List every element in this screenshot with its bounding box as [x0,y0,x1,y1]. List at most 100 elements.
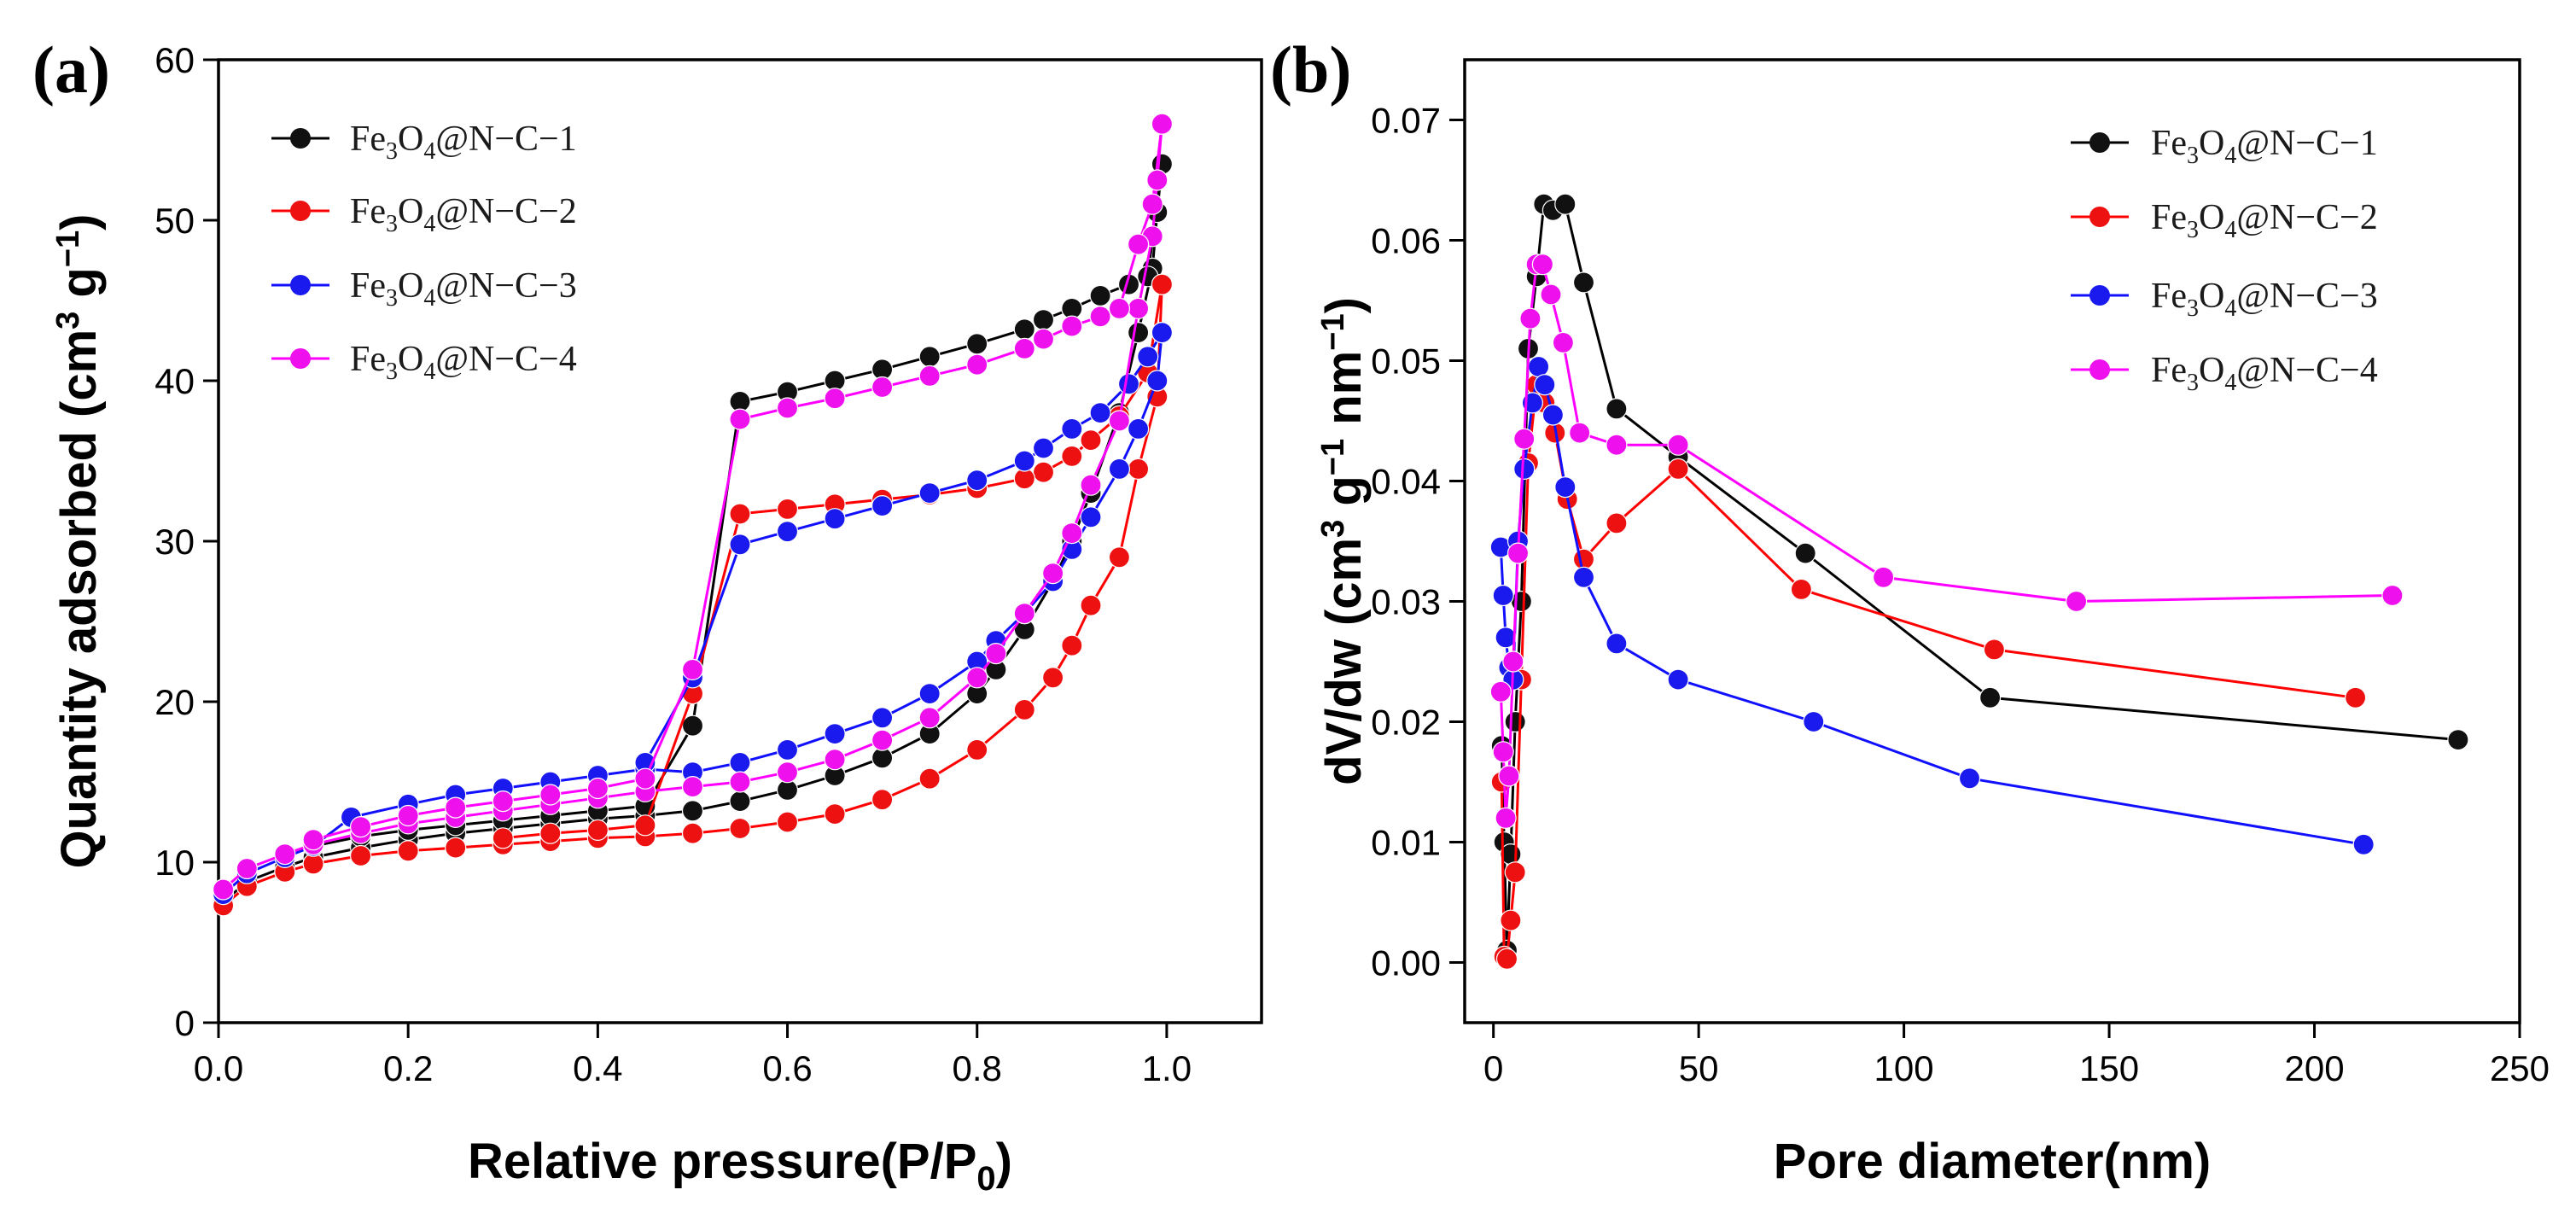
panel-a-series-3-adsorption-point-16 [918,682,941,705]
legend-b-label-3-part1: Fe [2151,277,2187,316]
legend-a-label-4-part3: @N−C−4 [435,340,576,379]
panel-a-series-2-adsorption-point-19 [1041,667,1064,689]
panel-a-y-axis-title: Quantity adsorbed (cm3 g−1) [50,214,107,869]
legend-a-label-3-part2: O [398,266,423,306]
panel-b-ytick-label-2: 0.02 [1371,703,1441,743]
svg-text:Fe3O4@N−C−3: Fe3O4@N−C−3 [2151,277,2378,322]
legend-a-label-3-part1: Fe [350,266,386,306]
panel-a-series-3-desorption-point-3 [1089,402,1111,424]
panel-b-series-2 [1490,374,2367,970]
panel-a-series-2-adsorption-point-6 [445,837,467,859]
legend-b-label-2-part2: O [2199,198,2224,237]
panel-b-series-3-curve-point-11 [1554,475,1576,499]
panel-a-series-4-adsorption-point-1 [236,857,258,880]
panel-a-series-3-desorption-point-5 [1032,437,1055,459]
legend-a-entry-3: Fe3O4@N−C−3 [271,266,577,312]
panel-a-series-3-adsorption-point-15 [871,707,894,729]
legend-b-label-2-part3: @N−C−2 [2236,198,2377,237]
panel-b-legend: Fe3O4@N−C−1 Fe3O4@N−C−2 Fe3O4@N−C−3 [2071,124,2378,396]
panel-b-series-1-curve-point-14 [1794,542,1816,564]
panel-a-series-3-desorption-point-0 [1151,322,1174,344]
panel-a-series-2-adsorption-point-23 [1127,458,1150,481]
panel-a-series-4-adsorption-point-23 [1108,410,1131,432]
panel-a-series-3-adsorption-point-23 [1108,458,1131,481]
legend-a-label-1-part3: @N−C−1 [435,120,576,159]
panel-a-series-3-desorption-point-9 [871,494,894,517]
panel-b-series-4-curve-point-10 [1540,283,1562,306]
legend-b-label-2-sub1: 3 [2187,217,2199,243]
panel-b-series-3-curve-point-10 [1542,404,1565,426]
legend-a-label-1-sub2: 4 [423,138,435,165]
legend-a-label-2-part3: @N−C−2 [435,192,576,231]
panel-a-series-4-desorption-point-11 [824,388,846,410]
panel-a-ytick-label-5: 50 [154,201,195,241]
panel-a-series-3-desorption-point-6 [1013,450,1035,472]
panel-a-series-4-adsorption-point-26 [1146,169,1169,191]
panel-a-series-3-desorption-point-10 [824,508,846,530]
panel-a-series-1-adsorption-point-11 [681,800,704,822]
panel-a-series-4-adsorption-point-15 [871,729,894,751]
panel-b-ylabel-mid: g [1316,475,1372,520]
panel-a-series-3-adsorption-point-14 [824,722,846,745]
panel-a-series-2-adsorption-point-11 [681,822,704,844]
panel-a-series-2-adsorption-point-21 [1080,594,1102,616]
panel-b-series-2-curve-point-14 [1790,578,1812,601]
panel-a-series-4-adsorption-point-2 [274,843,296,866]
panel-b-ylabel-close: ) [1316,297,1372,313]
panel-b-xtick-label-5: 250 [2490,1048,2550,1088]
panel-a-series-4-desorption-point-4 [1089,306,1111,328]
panel-a-series-4-adsorption-point-17 [966,667,988,689]
legend-b-entry-2: Fe3O4@N−C−2 [2071,198,2378,243]
panel-a-axis-ticks: 0.0 0.2 0.4 0.6 0.8 1.0 0 10 20 30 40 50 60 [154,40,1192,1088]
panel-b-series-4-curve-point-0 [1489,680,1512,703]
legend-b-entry-1: Fe3O4@N−C−1 [2071,124,2378,169]
panel-b-y-axis-title: dV/dw (cm3 g−1 nm−1) [1315,297,1372,785]
panel-a-xlabel-main: Relative pressure(P/P [468,1134,976,1189]
panel-a-series-4-desorption-point-19 [445,796,467,819]
panel-a-series-4-desorption-point-0 [1151,113,1174,135]
panel-a-series-4-desorption-point-3 [1108,297,1131,319]
panel-a-series-2-desorption-point-16 [539,822,562,844]
panel-a-series-4-adsorption-point-11 [681,775,704,798]
panel-a-series-1-desorption-point-7 [966,333,988,355]
panel-a-series-1-desorption-line [312,164,1163,848]
panel-a-series-2-desorption-point-11 [776,498,799,521]
legend-b-label-4-sub1: 3 [2187,370,2199,396]
panel-a-ytick-label-1: 10 [154,843,195,883]
panel-b-series-3-curve-point-9 [1534,374,1556,396]
legend-a-label-3-part3: @N−C−3 [435,266,576,306]
legend-a-marker-4 [290,348,311,369]
legend-b-label-3-sub2: 4 [2224,295,2236,322]
panel-a-series-3-adsorption-point-22 [1080,506,1102,528]
panel-b-xtick-label-4: 200 [2284,1048,2344,1088]
panel-b-series-4-curve-point-2 [1495,807,1517,829]
panel-b-series-3 [1489,355,2375,855]
panel-a-series-4-desorption-point-6 [1032,328,1055,350]
panel-b-xtick-label-0: 0 [1483,1048,1503,1088]
panel-a-series-2-desorption-point-12 [729,503,751,525]
legend-b-label-1-part1: Fe [2151,124,2187,163]
panel-b-ylabel-mid2: nm [1316,351,1372,439]
panel-b-series-2-curve-point-4 [1504,861,1526,884]
panel-a-series-4-adsorption-point-20 [1041,562,1064,585]
panel-b-series-3-curve-point-2 [1495,627,1517,649]
panel-a-xtick-label-2: 0.4 [573,1048,622,1088]
panel-b-series-1-curve-line [1500,202,2459,952]
panel-a-series-4-desorption-point-13 [729,408,751,430]
legend-a-entry-4: Fe3O4@N−C−4 [271,340,577,385]
panel-a-series-1-adsorption-point-24 [1127,322,1150,344]
panel-a-series-3-desorption-point-4 [1061,417,1083,440]
panel-a-ytick-label-6: 60 [154,40,195,80]
panel-b-series-2-curve-point-15 [1983,639,2005,661]
panel-a-series-2-desorption-point-14 [634,814,656,837]
panel-b-series-2-curve-point-16 [2345,686,2367,709]
panel-b-ytick-label-6: 0.06 [1371,221,1441,261]
panel-b-series-4-curve-point-15 [1873,566,1895,588]
legend-b-label-2-part1: Fe [2151,198,2187,237]
legend-a-entry-1: Fe3O4@N−C−1 [271,120,577,165]
panel-a-letter: (a) [32,32,110,107]
panel-a-series-2-adsorption-point-13 [776,811,799,833]
legend-b-label-4-sub2: 4 [2224,370,2236,396]
panel-b-series [1489,193,2469,970]
legend-a-label-2-part2: O [398,192,423,231]
